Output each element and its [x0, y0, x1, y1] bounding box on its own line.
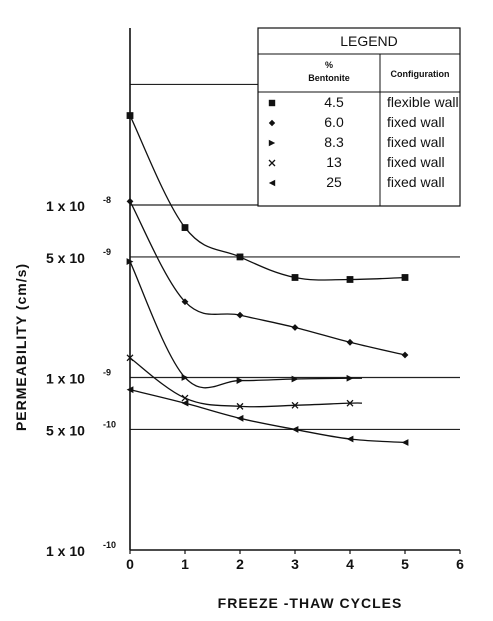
data-point-1-0 [126, 197, 134, 205]
y-tick-label-4: 1 x 10 [46, 543, 85, 559]
legend-marker-2 [268, 139, 276, 147]
legend-value-4: 25 [326, 174, 342, 190]
data-point-1-3 [291, 324, 299, 331]
legend-value-0: 4.5 [324, 94, 344, 110]
data-point-1-2 [236, 311, 244, 319]
data-point-1-5 [401, 351, 409, 359]
legend-config-2: fixed wall [387, 134, 445, 150]
legend-value-3: 13 [326, 154, 342, 170]
data-point-0-0 [126, 112, 134, 119]
legend-config-4: fixed wall [387, 174, 445, 190]
data-point-1-4 [346, 338, 354, 346]
y-tick-label-1: 5 x 10 [46, 250, 85, 266]
x-tick-label-5: 5 [401, 556, 409, 572]
data-point-2-4 [346, 374, 354, 382]
data-point-3-1 [181, 394, 189, 402]
data-point-3-2 [236, 402, 244, 410]
legend-marker-3 [268, 159, 276, 167]
data-point-3-4 [346, 399, 354, 407]
series-line-3 [129, 357, 363, 408]
y-tick-label-0: 1 x 10 [46, 198, 85, 214]
y-axis-label: PERMEABILITY (cm/s) [13, 263, 29, 431]
legend-value-1: 6.0 [324, 114, 344, 130]
x-tick-label-3: 3 [291, 556, 299, 572]
x-axis-label: FREEZE -THAW CYCLES [218, 595, 403, 611]
x-tick-label-1: 1 [181, 556, 189, 572]
legend-marker-4 [268, 179, 276, 187]
data-point-0-4 [346, 276, 354, 283]
legend-header-percent: % [325, 60, 333, 70]
data-points [126, 112, 409, 446]
data-point-4-5 [401, 439, 409, 446]
legend-marker-1 [268, 119, 276, 127]
legend: LEGEND% Bentonite Configuration 4.5 flexible… [257, 27, 461, 207]
legend-config-1: fixed wall [387, 114, 445, 130]
data-point-0-2 [236, 253, 244, 261]
legend-marker-0 [268, 99, 276, 107]
data-point-4-1 [181, 399, 189, 407]
data-point-2-2 [236, 377, 244, 384]
legend-value-2: 8.3 [324, 134, 344, 150]
y-tick-exponent-0: -8 [103, 195, 111, 205]
legend-config-0: flexible wall [387, 94, 459, 110]
legend-border [257, 27, 461, 207]
y-tick-exponent-4: -10 [103, 540, 116, 550]
y-tick-exponent-2: -9 [103, 368, 111, 378]
data-point-4-0 [126, 386, 134, 394]
data-point-3-0 [126, 354, 134, 362]
series-line-4 [129, 389, 406, 444]
data-point-4-2 [236, 414, 244, 422]
y-tick-exponent-1: -9 [103, 247, 111, 257]
legend-title: LEGEND [340, 33, 398, 49]
data-point-0-1 [181, 224, 189, 231]
data-point-2-0 [126, 258, 134, 265]
x-tick-label-2: 2 [236, 556, 244, 572]
x-tick-label-0: 0 [126, 556, 134, 572]
y-tick-label-3: 5 x 10 [46, 422, 85, 438]
data-point-2-3 [291, 375, 299, 383]
legend-config-3: fixed wall [387, 154, 445, 170]
data-point-3-3 [291, 401, 299, 409]
data-point-4-4 [346, 435, 354, 443]
y-tick-label-2: 1 x 10 [46, 371, 85, 387]
data-point-0-3 [291, 274, 299, 281]
data-point-4-3 [291, 426, 299, 433]
x-tick-label-4: 4 [346, 556, 354, 572]
x-tick-label-6: 6 [456, 556, 464, 572]
data-point-2-1 [181, 374, 189, 381]
data-point-1-1 [181, 298, 189, 306]
legend-box: LEGEND% Bentonite Configuration 4.5 flexible… [257, 27, 461, 207]
legend-header-configuration: Configuration [391, 69, 450, 79]
data-point-0-5 [401, 274, 409, 281]
series-line-1 [129, 201, 406, 356]
y-tick-exponent-3: -10 [103, 419, 116, 429]
tick-labels: 0 1 2 3 4 5 6 1 x 10 -8 5 x 10 -9 1 x 10 -9 5 x 10 -10… [46, 195, 464, 572]
legend-header-bentonite: Bentonite [308, 73, 350, 83]
